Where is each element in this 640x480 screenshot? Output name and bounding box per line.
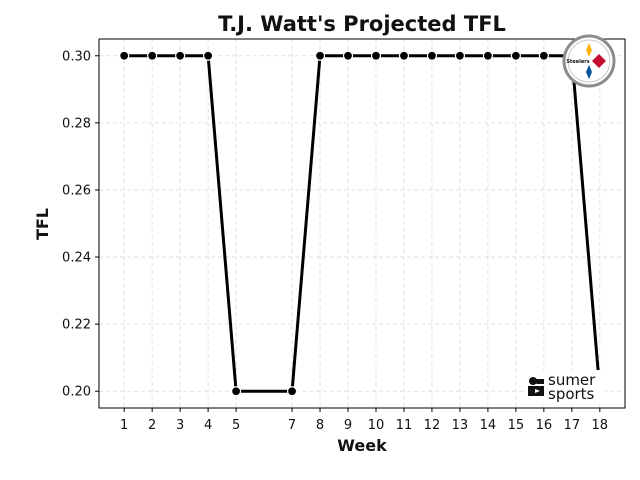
- x-tick-label: 5: [232, 418, 240, 433]
- data-point: [286, 386, 298, 397]
- x-tick-label: 13: [452, 418, 469, 433]
- data-point: [454, 50, 466, 61]
- data-point: [230, 386, 242, 397]
- sports-text: sports: [548, 385, 595, 403]
- y-tick-label: 0.26: [62, 183, 91, 198]
- data-point: [175, 50, 186, 61]
- x-tick-label: 16: [536, 418, 553, 433]
- y-axis-label: TFL: [33, 208, 52, 240]
- series-polyline: [124, 54, 602, 393]
- data-point: [314, 50, 326, 61]
- y-tick-label: 0.22: [62, 318, 91, 333]
- data-point: [426, 50, 438, 61]
- x-tick-label: 10: [368, 418, 385, 433]
- x-tick-label: 12: [424, 418, 441, 433]
- x-axis-label: Week: [337, 436, 387, 455]
- data-point: [398, 50, 410, 61]
- y-axis: 0.20 0.22 0.24 0.26 0.28 0.30: [62, 49, 99, 400]
- y-tick-label: 0.20: [62, 385, 91, 400]
- y-tick-label: 0.28: [62, 116, 91, 131]
- data-point: [538, 50, 549, 61]
- data-point: [482, 50, 494, 61]
- steelers-logo-icon: Steelers: [562, 34, 616, 88]
- plot-frame: [98, 38, 626, 409]
- x-tick-label: 14: [480, 418, 497, 433]
- chart-title: T.J. Watt's Projected TFL: [218, 12, 506, 36]
- y-tick-label: 0.30: [62, 49, 91, 64]
- data-point: [203, 50, 214, 61]
- data-point: [119, 50, 130, 61]
- sumer-text: sumer: [548, 371, 596, 389]
- steelers-logo-text: Steelers: [566, 59, 589, 65]
- x-tick-label: 18: [592, 418, 609, 433]
- x-tick-label: 11: [396, 418, 413, 433]
- x-tick-label: 8: [316, 418, 324, 433]
- grid: [99, 39, 625, 408]
- data-point: [510, 50, 521, 61]
- x-tick-label: 17: [564, 418, 581, 433]
- data-point: [147, 50, 158, 61]
- series-line: [124, 54, 602, 393]
- sumer-sports-logo: sumer sports: [524, 370, 604, 404]
- x-tick-label: 9: [344, 418, 352, 433]
- sumer-sports-icon: [528, 377, 544, 396]
- series-points: [119, 50, 605, 397]
- x-tick-label: 2: [148, 418, 156, 433]
- data-point: [370, 50, 382, 61]
- x-tick-label: 3: [176, 418, 184, 433]
- x-tick-label: 1: [120, 418, 128, 433]
- x-tick-label: 7: [288, 418, 296, 433]
- x-axis: 1 2 3 4 5 7 8 9 10 11 12 13 14 15 16 17 18: [120, 408, 608, 433]
- data-point: [342, 50, 354, 61]
- y-tick-label: 0.24: [62, 251, 91, 266]
- x-tick-label: 15: [508, 418, 525, 433]
- x-tick-label: 4: [204, 418, 212, 433]
